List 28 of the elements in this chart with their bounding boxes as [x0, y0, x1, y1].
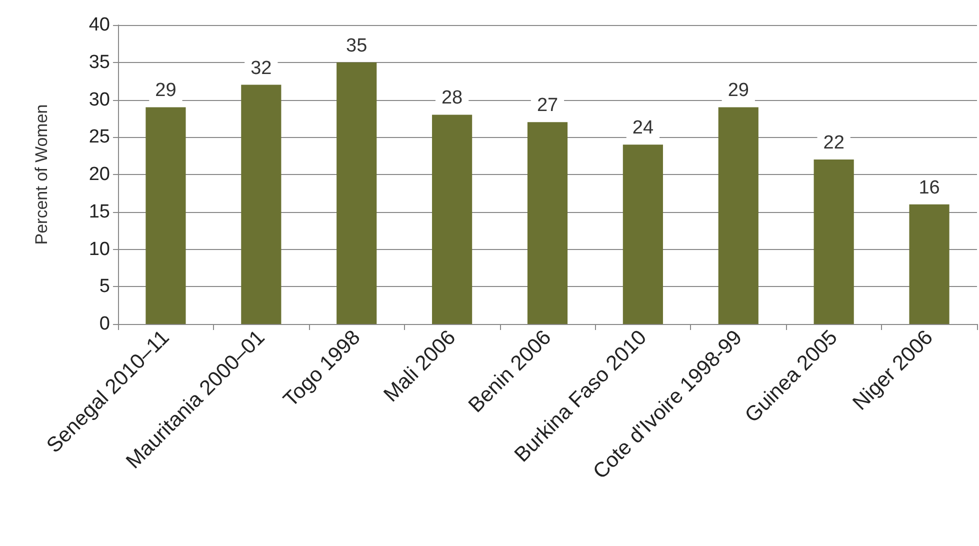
bar [336, 62, 377, 324]
y-tick-label: 35 [88, 52, 110, 73]
y-tick-label: 40 [88, 14, 110, 36]
y-tick-label: 25 [88, 126, 110, 148]
y-tick-label: 15 [88, 201, 110, 222]
bar [527, 122, 568, 324]
data-label: 32 [250, 58, 272, 79]
data-label: 16 [918, 177, 940, 198]
bar [814, 160, 854, 324]
data-label: 29 [155, 80, 176, 102]
data-label: 35 [346, 35, 368, 56]
data-label: 27 [536, 95, 558, 116]
y-axis-title: Percent of Women [32, 104, 51, 245]
bar [146, 107, 186, 324]
bar [241, 84, 282, 324]
y-tick-label: 20 [88, 164, 110, 185]
bar [718, 107, 758, 324]
data-label: 29 [728, 80, 749, 102]
data-label: 24 [632, 118, 654, 139]
y-tick-label: 30 [88, 89, 110, 110]
y-tick-label: 10 [88, 238, 110, 260]
bar [622, 144, 663, 324]
bar [432, 114, 472, 324]
data-label: 22 [823, 132, 844, 154]
data-label: 28 [441, 88, 463, 109]
y-tick-label: 0 [99, 314, 110, 334]
y-tick-label: 5 [99, 276, 110, 298]
bar [909, 204, 950, 324]
